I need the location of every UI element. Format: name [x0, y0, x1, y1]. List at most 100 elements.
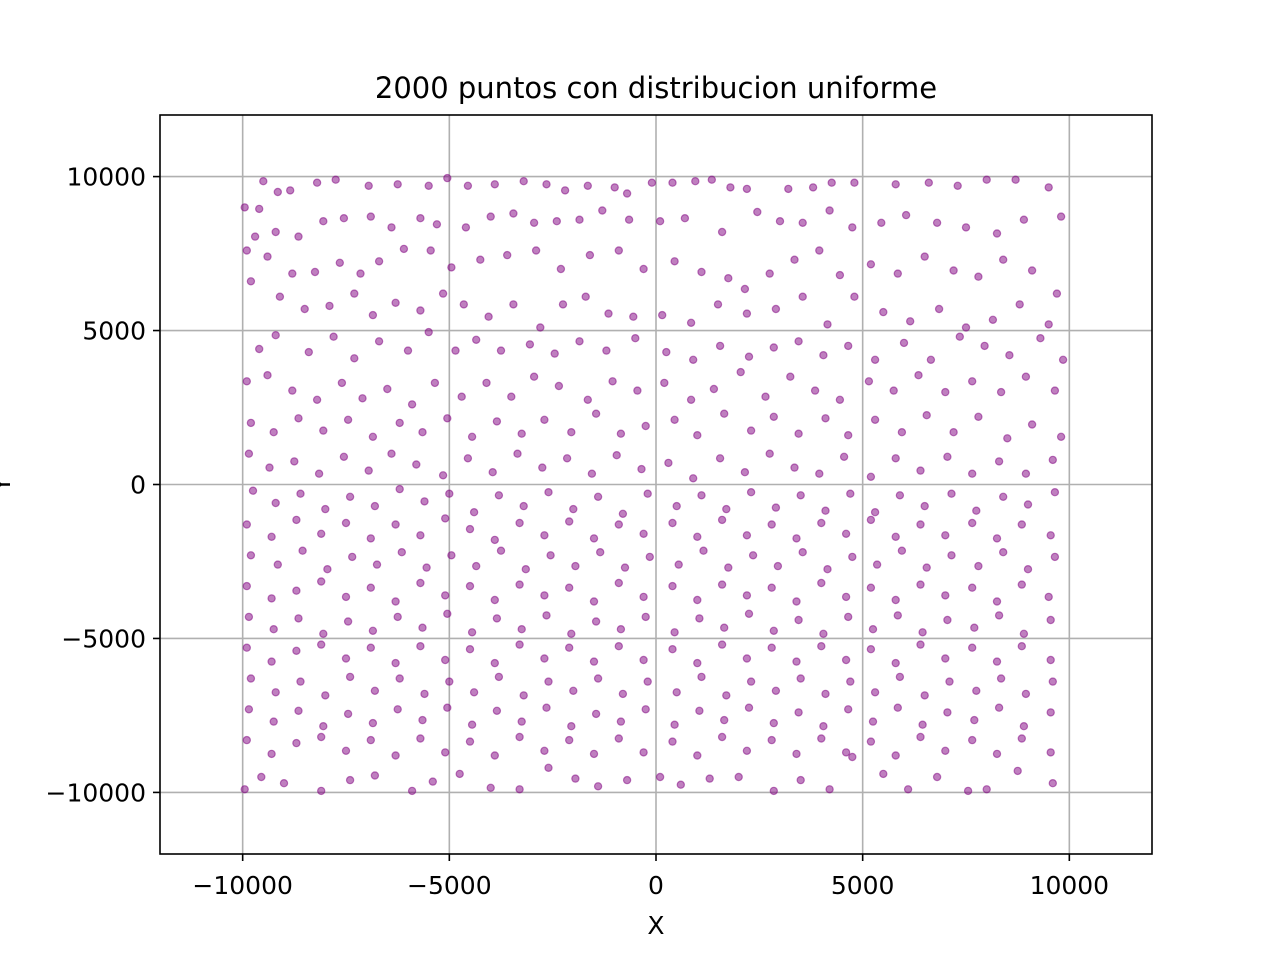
scatter-point	[569, 504, 578, 514]
scatter-point	[550, 349, 559, 358]
scatter-point	[670, 720, 679, 729]
scatter-point	[643, 677, 652, 686]
scatter-point	[298, 546, 307, 555]
scatter-point	[593, 492, 603, 501]
scatter-point	[641, 421, 650, 431]
scatter-point	[581, 292, 590, 301]
scatter-point	[844, 341, 853, 351]
scatter-point	[350, 354, 359, 363]
scatter-point	[686, 395, 696, 404]
scatter-point	[519, 501, 528, 511]
scatter-point	[972, 506, 981, 515]
scatter-point	[660, 378, 669, 388]
x-tick-label: 5000	[831, 871, 895, 900]
scatter-point	[720, 623, 729, 632]
scatter-point	[897, 546, 907, 555]
scatter-point	[1013, 766, 1022, 776]
scatter-point	[374, 257, 384, 266]
scatter-point	[970, 715, 979, 725]
scatter-point	[668, 518, 677, 528]
scatter-point	[641, 612, 650, 622]
scatter-point	[968, 469, 977, 478]
scatter-point	[961, 223, 971, 232]
scatter-point	[821, 506, 830, 515]
scatter-point	[589, 534, 599, 543]
scatter-point	[844, 705, 853, 714]
scatter-point	[519, 176, 528, 186]
scatter-point	[1021, 689, 1031, 699]
scatter-point	[438, 289, 448, 298]
scatter-point	[418, 715, 427, 725]
scatter-point	[593, 782, 603, 791]
scatter-point	[565, 517, 574, 526]
scatter-point	[841, 748, 851, 757]
scatter-point	[1052, 289, 1062, 298]
scatter-point	[742, 184, 752, 194]
scatter-point	[484, 312, 493, 321]
scatter-point	[744, 703, 754, 712]
scatter-point	[469, 508, 479, 517]
scatter-point	[312, 178, 322, 187]
scatter-point	[507, 392, 516, 401]
scatter-point	[292, 515, 301, 525]
scatter-point	[538, 463, 547, 472]
scatter-point	[416, 642, 425, 651]
scatter-point	[319, 629, 328, 639]
scatter-point	[891, 595, 900, 605]
scatter-point	[242, 246, 251, 255]
scatter-point	[372, 560, 382, 569]
scatter-point	[441, 514, 450, 523]
scatter-point	[949, 428, 958, 437]
scatter-point	[263, 371, 272, 380]
x-tick-label: −10000	[192, 871, 292, 900]
scatter-point	[726, 183, 735, 192]
scatter-point	[744, 352, 754, 361]
scatter-point	[257, 772, 266, 782]
scatter-point	[614, 246, 624, 255]
scatter-point	[742, 309, 752, 318]
scatter-point	[430, 378, 440, 388]
scatter-point	[529, 218, 539, 227]
scatter-point	[418, 623, 427, 632]
scatter-point	[740, 468, 750, 477]
scatter-point	[294, 614, 303, 623]
scatter-point	[827, 178, 836, 187]
scatter-point	[808, 183, 818, 192]
scatter-point	[1050, 386, 1060, 395]
scatter-point	[383, 384, 392, 394]
scatter-point	[242, 520, 251, 529]
scatter-point	[870, 508, 880, 517]
scatter-point	[420, 497, 429, 506]
scatter-point	[742, 591, 752, 600]
scatter-point	[546, 551, 555, 560]
scatter-point	[486, 783, 495, 793]
scatter-point	[891, 532, 900, 542]
scatter-point	[1048, 677, 1058, 686]
scatter-point	[292, 738, 301, 748]
scatter-point	[1017, 520, 1027, 529]
scatter-point	[1017, 734, 1027, 743]
scatter-point	[540, 415, 549, 424]
scatter-point	[643, 489, 652, 498]
scatter-point	[947, 489, 956, 498]
scatter-point	[395, 484, 404, 494]
scatter-point	[364, 466, 373, 475]
scatter-point	[618, 689, 628, 699]
scatter-point	[844, 431, 853, 440]
scatter-point	[1056, 432, 1066, 441]
scatter-point	[670, 415, 679, 424]
scatter-point	[697, 491, 706, 500]
scatter-point	[463, 181, 473, 190]
scatter-point	[589, 597, 599, 606]
scatter-point	[536, 323, 545, 332]
y-tick-label: 0	[130, 471, 146, 500]
scatter-point	[275, 292, 285, 301]
scatter-point	[668, 737, 677, 746]
scatter-point	[269, 717, 278, 726]
x-tick-label: 0	[648, 871, 664, 900]
scatter-point	[841, 592, 851, 602]
scatter-point	[242, 643, 251, 652]
scatter-point	[445, 677, 454, 686]
scatter-point	[705, 774, 714, 783]
